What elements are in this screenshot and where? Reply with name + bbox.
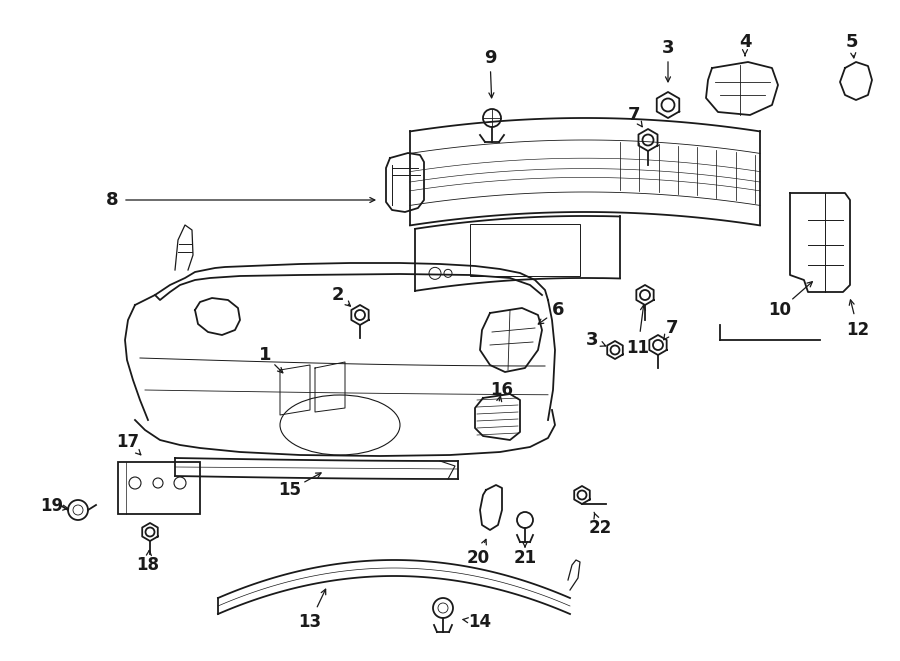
Text: 5: 5 xyxy=(846,33,859,51)
Text: 14: 14 xyxy=(468,613,491,631)
Bar xyxy=(470,224,580,276)
Text: 19: 19 xyxy=(40,497,64,515)
Text: 15: 15 xyxy=(278,481,302,499)
Text: 20: 20 xyxy=(466,549,490,567)
Text: 22: 22 xyxy=(589,519,612,537)
Text: 10: 10 xyxy=(769,301,791,319)
Text: 7: 7 xyxy=(666,319,679,337)
Text: 11: 11 xyxy=(626,339,650,357)
Text: 3: 3 xyxy=(662,39,674,57)
Bar xyxy=(118,462,200,514)
Text: 12: 12 xyxy=(846,321,869,339)
Text: 17: 17 xyxy=(116,433,140,451)
Text: 13: 13 xyxy=(299,613,321,631)
Text: 1: 1 xyxy=(259,346,271,364)
Text: 9: 9 xyxy=(484,49,496,67)
Text: 3: 3 xyxy=(586,331,598,349)
Text: 21: 21 xyxy=(513,549,536,567)
Text: 7: 7 xyxy=(628,106,640,124)
Text: 6: 6 xyxy=(552,301,564,319)
Text: 18: 18 xyxy=(137,556,159,574)
Text: 8: 8 xyxy=(105,191,118,209)
Text: 2: 2 xyxy=(332,286,344,304)
Text: 16: 16 xyxy=(491,381,514,399)
Text: 4: 4 xyxy=(739,33,752,51)
